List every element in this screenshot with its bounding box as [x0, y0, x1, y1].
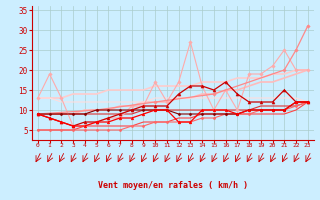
Text: Vent moyen/en rafales ( km/h ): Vent moyen/en rafales ( km/h ) — [98, 182, 248, 190]
